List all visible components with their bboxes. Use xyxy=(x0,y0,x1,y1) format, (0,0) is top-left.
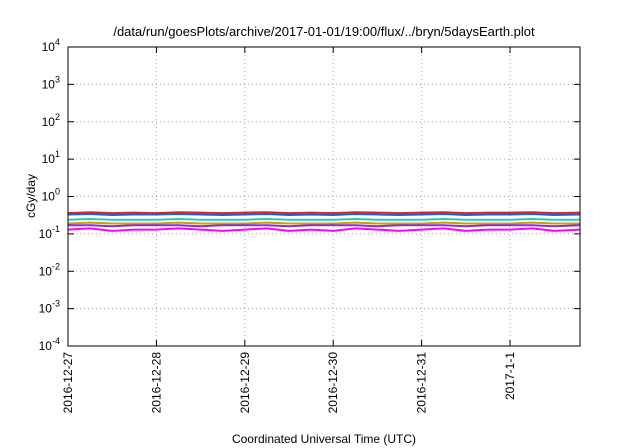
y-tick-label: 103 xyxy=(42,74,60,91)
y-tick-label: 10-4 xyxy=(39,336,60,353)
y-tick-label: 10-2 xyxy=(39,261,60,278)
y-tick-exponent: 4 xyxy=(55,37,60,47)
x-tick-label: 2017-1-1 xyxy=(503,352,517,400)
chart-title: /data/run/goesPlots/archive/2017-01-01/1… xyxy=(113,24,535,39)
series-line-1 xyxy=(67,211,581,215)
series-line-5 xyxy=(68,224,581,228)
y-tick-exponent: -1 xyxy=(52,224,60,234)
y-tick-exponent: -3 xyxy=(52,299,60,309)
y-axis-label: cGy/day xyxy=(24,174,38,218)
x-tick-label: 2016-12-27 xyxy=(61,352,75,414)
series-line-6 xyxy=(67,227,581,232)
y-tick-exponent: -4 xyxy=(52,336,60,346)
series-group xyxy=(67,211,581,232)
y-tick-label: 10-3 xyxy=(39,299,60,316)
x-tick-label: 2016-12-30 xyxy=(326,352,340,414)
y-tick-exponent: 1 xyxy=(55,149,60,159)
grid xyxy=(68,47,580,346)
x-tick-label: 2016-12-31 xyxy=(415,352,429,414)
y-tick-exponent: -2 xyxy=(52,261,60,271)
x-tick-label: 2016-12-29 xyxy=(238,352,252,414)
y-tick-label: 104 xyxy=(42,37,60,54)
x-axis-label: Coordinated Universal Time (UTC) xyxy=(232,432,416,446)
y-tick-label: 101 xyxy=(42,149,60,166)
x-axis: 2016-12-27 2016-12-28 2016-12-29 2016-12-30… xyxy=(61,47,517,413)
series-line-4 xyxy=(67,221,580,225)
y-tick-label: 10-1 xyxy=(39,224,60,241)
y-tick-label: 102 xyxy=(42,112,60,129)
y-tick-exponent: 2 xyxy=(55,112,60,122)
series-line-3 xyxy=(67,217,580,221)
y-tick-label: 100 xyxy=(42,187,60,204)
y-tick-exponent: 3 xyxy=(55,74,60,84)
x-tick-label: 2016-12-28 xyxy=(149,352,163,414)
series-line-2 xyxy=(67,212,581,217)
y-tick-exponent: 0 xyxy=(55,187,60,197)
